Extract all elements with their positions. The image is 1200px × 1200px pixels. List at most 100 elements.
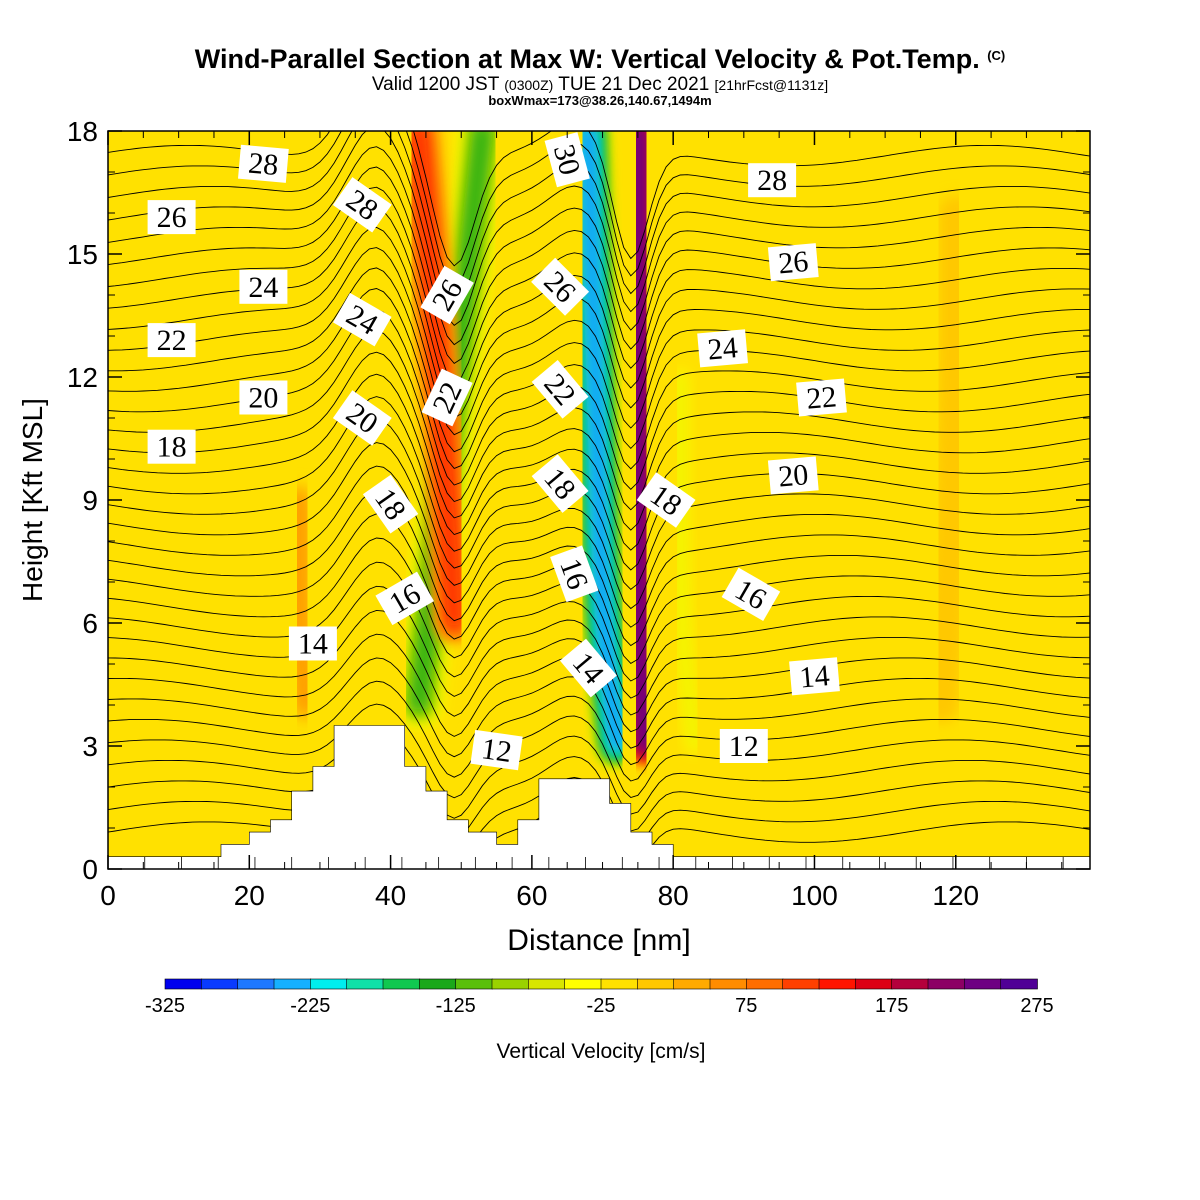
theta-contour-labels: 2826242220181428242018162622123026221816… (147, 132, 847, 771)
theta-label-20: 14 (559, 638, 617, 698)
theta-label-text: 22 (157, 324, 187, 357)
theta-contour-29 (108, 146, 1090, 346)
chart-title: Wind-Parallel Section at Max W: Vertical… (194, 44, 1006, 74)
theta-label-bg (697, 329, 748, 368)
theta-label-bg (470, 729, 523, 771)
theta-label-0: 28 (238, 144, 289, 183)
theta-label-bg (332, 177, 392, 233)
theta-contour-17 (108, 396, 1090, 571)
y-tick-label: 6 (82, 608, 98, 639)
colorbar-swatch (164, 978, 203, 990)
theta-contour-18 (108, 373, 1090, 551)
chart-box-info: boxWmax=173@38.26,140.67,1494m (488, 93, 712, 108)
theta-contour-11 (108, 537, 1090, 682)
x-axis-label: Distance [nm] (507, 924, 690, 957)
colorbar-swatch (637, 978, 675, 990)
theta-contour-5 (108, 680, 1090, 782)
theta-contour-28 (108, 166, 1090, 364)
theta-label-bg (147, 200, 196, 235)
x-tick-label: 80 (658, 880, 689, 911)
theta-label-text: 26 (777, 245, 810, 280)
theta-label-22: 28 (748, 163, 797, 198)
theta-label-text: 14 (298, 628, 328, 661)
chart-subtitle: Valid 1200 JST (0300Z) TUE 21 Dec 2021 [… (371, 74, 829, 95)
theta-label-text: 18 (157, 431, 187, 464)
theta-label-2: 24 (239, 269, 288, 304)
theta-contour-6 (108, 657, 1090, 766)
theta-label-bg (375, 571, 434, 626)
theta-label-bg (239, 380, 288, 415)
colorbar-swatch (455, 978, 493, 990)
colorbar-swatch (709, 978, 748, 990)
colorbar-swatch (201, 978, 239, 990)
theta-label-bg (748, 163, 797, 198)
y-tick-label: 9 (82, 485, 98, 516)
theta-contour-15 (108, 442, 1090, 610)
theta-label-bg (550, 545, 599, 603)
theta-label-23: 26 (767, 243, 819, 282)
theta-label-bg (789, 657, 840, 696)
theta-contour-14 (108, 465, 1090, 628)
theta-label-bg (239, 269, 288, 304)
theta-label-bg (767, 456, 819, 495)
theta-contour-19 (108, 351, 1090, 531)
colorbar-tick-label: -25 (587, 995, 616, 1017)
x-tick-label: 100 (791, 880, 838, 911)
theta-contour-12 (108, 513, 1090, 664)
colorbar-swatch (673, 978, 711, 990)
colorbar-label: Vertical Velocity [cm/s] (497, 1040, 706, 1063)
theta-label-bg (147, 323, 196, 358)
colorbar-tick-label: 75 (735, 995, 757, 1017)
colorbar-swatch (818, 978, 857, 990)
colorbar-swatch (782, 978, 820, 990)
theta-label-5: 18 (147, 429, 196, 464)
theta-label-text: 14 (798, 659, 831, 694)
theta-label-4: 20 (239, 380, 288, 415)
theta-label-bg (636, 472, 696, 528)
y-tick-label: 0 (82, 854, 98, 885)
theta-label-text: 24 (248, 271, 278, 304)
theta-contour-22 (108, 288, 1090, 470)
theta-contour-30 (108, 131, 1090, 327)
y-tick-label: 18 (67, 116, 98, 147)
colorbar-swatch (600, 978, 639, 990)
theta-label-text: 20 (248, 382, 278, 415)
terrain-profile (107, 725, 1091, 870)
colorbar-swatch (564, 978, 602, 990)
theta-label-1: 26 (147, 200, 196, 235)
y-tick-label: 3 (82, 731, 98, 762)
theta-label-text: 28 (757, 164, 787, 197)
y-tick-label: 15 (67, 239, 98, 270)
x-tick-label: 20 (234, 880, 265, 911)
theta-label-bg (767, 243, 819, 282)
title-mark: (C) (987, 48, 1006, 63)
theta-contour-31 (108, 131, 1090, 307)
colorbar-swatch (419, 978, 457, 990)
theta-label-bg (544, 132, 590, 188)
x-tick-label: 0 (100, 880, 116, 911)
theta-label-3: 22 (147, 323, 196, 358)
theta-label-bg (531, 454, 589, 513)
theta-label-bg (420, 265, 474, 325)
colorbar: -325 -225 -125 -25 75 175 275 (145, 978, 1054, 1017)
theta-label-26: 20 (767, 456, 819, 495)
theta-contour-9 (108, 585, 1090, 716)
theta-label-7: 28 (332, 177, 392, 233)
colorbar-swatch (310, 978, 348, 990)
colorbar-tick-label: -125 (436, 995, 476, 1017)
theta-label-text: 12 (729, 730, 759, 763)
colorbar-swatch (237, 978, 275, 990)
theta-label-text: 22 (805, 380, 838, 415)
x-tick-label: 40 (375, 880, 406, 911)
theta-label-27: 16 (721, 567, 781, 622)
colorbar-swatch (891, 978, 929, 990)
theta-label-bg (147, 429, 196, 464)
theta-label-text: 12 (479, 732, 513, 769)
w-band-7-2 (937, 208, 961, 710)
theta-contour-23 (108, 267, 1090, 453)
colorbar-swatch (1000, 978, 1038, 990)
theta-label-text: 20 (777, 458, 810, 493)
theta-label-bg (288, 626, 337, 661)
colorbar-swatch (746, 978, 784, 990)
theta-label-bg (362, 474, 419, 534)
